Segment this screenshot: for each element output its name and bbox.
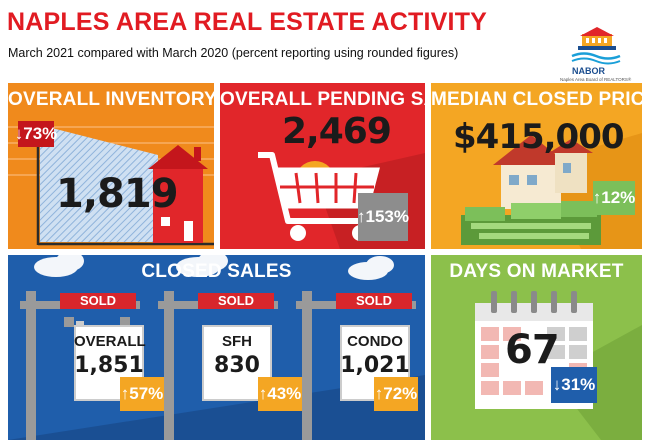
- dom-value: 67: [505, 327, 560, 373]
- dom-change-badge: ↓31%: [551, 367, 597, 403]
- inventory-title: OVERALL INVENTORY: [8, 89, 214, 110]
- overall-change-badge: ↑57%: [120, 377, 164, 411]
- closed-sales-title: CLOSED SALES: [141, 261, 292, 282]
- sold-label: SOLD: [60, 293, 136, 309]
- logo-name: NABOR: [572, 66, 605, 76]
- sfh-value: 830: [214, 353, 260, 378]
- overall-value: 1,851: [74, 353, 144, 378]
- closed-sales-panel: CLOSED SALES SOLD OVERALL 1,851 ↑57% SOL…: [8, 255, 425, 440]
- sold-sign-icon: SOLD SFH 830: [158, 291, 278, 440]
- median-title: MEDIAN CLOSED PRICE: [431, 89, 642, 110]
- pending-panel: OVERALL PENDING SALES 2,469 ↑153%: [220, 83, 425, 249]
- sold-label: SOLD: [336, 293, 412, 309]
- inventory-value: 1,819: [56, 171, 179, 217]
- sfh-change-badge: ↑43%: [258, 377, 302, 411]
- cloud-icon: [8, 255, 425, 440]
- inventory-panel: OVERALL INVENTORY ↓73% 1,819: [8, 83, 214, 249]
- page-subtitle: March 2021 compared with March 2020 (per…: [8, 46, 459, 60]
- pending-change-badge: ↑153%: [357, 193, 409, 241]
- median-value: $415,000: [453, 117, 625, 157]
- pending-value: 2,469: [282, 111, 392, 152]
- dom-title: DAYS ON MARKET: [449, 261, 624, 282]
- page-title: NAPLES AREA REAL ESTATE ACTIVITY: [7, 8, 488, 36]
- condo-label: CONDO: [347, 333, 403, 350]
- median-panel: MEDIAN CLOSED PRICE $415,000 ↑12%: [431, 83, 642, 249]
- sold-label: SOLD: [198, 293, 274, 309]
- condo-change-badge: ↑72%: [374, 377, 418, 411]
- sold-sign-icon: SOLD CONDO 1,021: [296, 291, 416, 440]
- sfh-label: SFH: [222, 333, 252, 350]
- overall-label: OVERALL: [74, 333, 146, 350]
- dom-panel: DAYS ON MARKET 67 ↓31%: [431, 255, 642, 440]
- house-icon: [148, 145, 208, 243]
- shopping-cart-icon: [258, 152, 425, 249]
- money-house-icon: [461, 133, 642, 249]
- nabor-logo-icon: [571, 27, 621, 65]
- inventory-chart-icon: [8, 125, 214, 246]
- sold-sign-icon: SOLD OVERALL 1,851: [20, 291, 146, 440]
- logo-tagline: Naples Area Board of REALTORS®: [560, 77, 632, 82]
- condo-value: 1,021: [340, 353, 410, 378]
- pending-title: OVERALL PENDING SALES: [220, 89, 425, 110]
- median-change-badge: ↑12%: [593, 181, 635, 215]
- inventory-change-badge: ↓73%: [15, 121, 57, 147]
